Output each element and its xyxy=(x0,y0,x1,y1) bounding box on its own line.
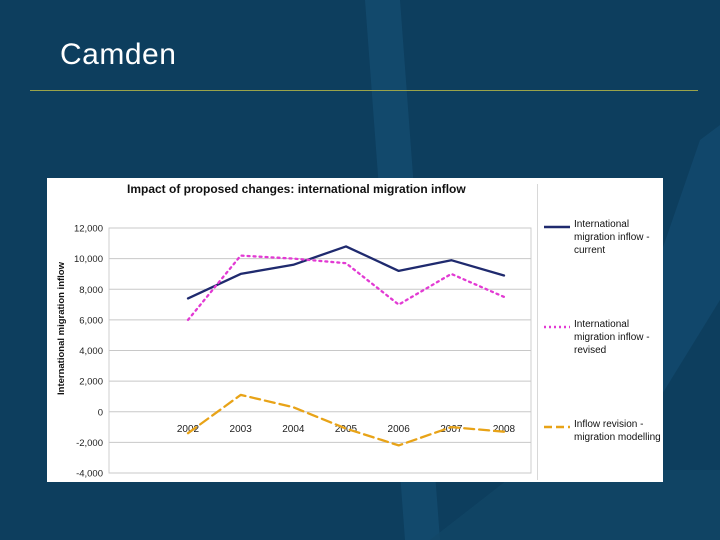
legend-label-current: International migration inflow - current xyxy=(574,219,650,256)
y-tick-label: 8,000 xyxy=(79,285,103,296)
y-axis-title: International migration inflow xyxy=(56,261,67,395)
x-tick-label: 2006 xyxy=(388,424,411,435)
x-tick-label: 2005 xyxy=(335,424,358,435)
y-tick-label: 12,000 xyxy=(74,224,103,235)
line-chart: 12,000 10,000 8,000 6,000 4,000 2,000 0 -2,000 -… xyxy=(56,224,532,480)
series-line-0 xyxy=(186,245,506,300)
x-tick-label: 2003 xyxy=(230,424,253,435)
background-wedge xyxy=(430,470,720,540)
y-tick-label: -2,000 xyxy=(76,438,103,449)
title-divider xyxy=(30,90,698,91)
series-line-1 xyxy=(186,254,506,322)
legend-swatch-revision xyxy=(544,425,570,429)
slide-title: Camden xyxy=(60,38,177,71)
chart-title: Impact of proposed changes: internationa… xyxy=(127,182,466,196)
y-tick-label: 4,000 xyxy=(79,346,103,357)
y-tick-label: 2,000 xyxy=(79,377,103,388)
series-line-2 xyxy=(186,393,506,447)
legend-label-revision: Inflow revision - migration modelling xyxy=(574,419,661,443)
y-tick-label: -4,000 xyxy=(76,469,103,480)
legend-label-revised: International migration inflow - revised xyxy=(574,319,650,356)
chart-panel: 12,000 10,000 8,000 6,000 4,000 2,000 0 -2,000 -… xyxy=(47,178,663,482)
legend-swatch-current xyxy=(544,225,570,229)
x-tick-label: 2008 xyxy=(493,424,516,435)
x-tick-label: 2004 xyxy=(282,424,305,435)
chart-legend: International migration inflow - current… xyxy=(537,184,662,480)
y-tick-label: 0 xyxy=(98,407,103,418)
x-tick-label: 2002 xyxy=(177,424,200,435)
x-tick-label: 2007 xyxy=(440,424,463,435)
y-tick-label: 6,000 xyxy=(79,315,103,326)
legend-swatch-revised xyxy=(544,325,570,329)
y-tick-label: 10,000 xyxy=(74,254,103,265)
